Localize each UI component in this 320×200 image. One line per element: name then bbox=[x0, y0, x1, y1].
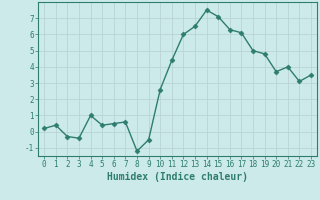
X-axis label: Humidex (Indice chaleur): Humidex (Indice chaleur) bbox=[107, 172, 248, 182]
